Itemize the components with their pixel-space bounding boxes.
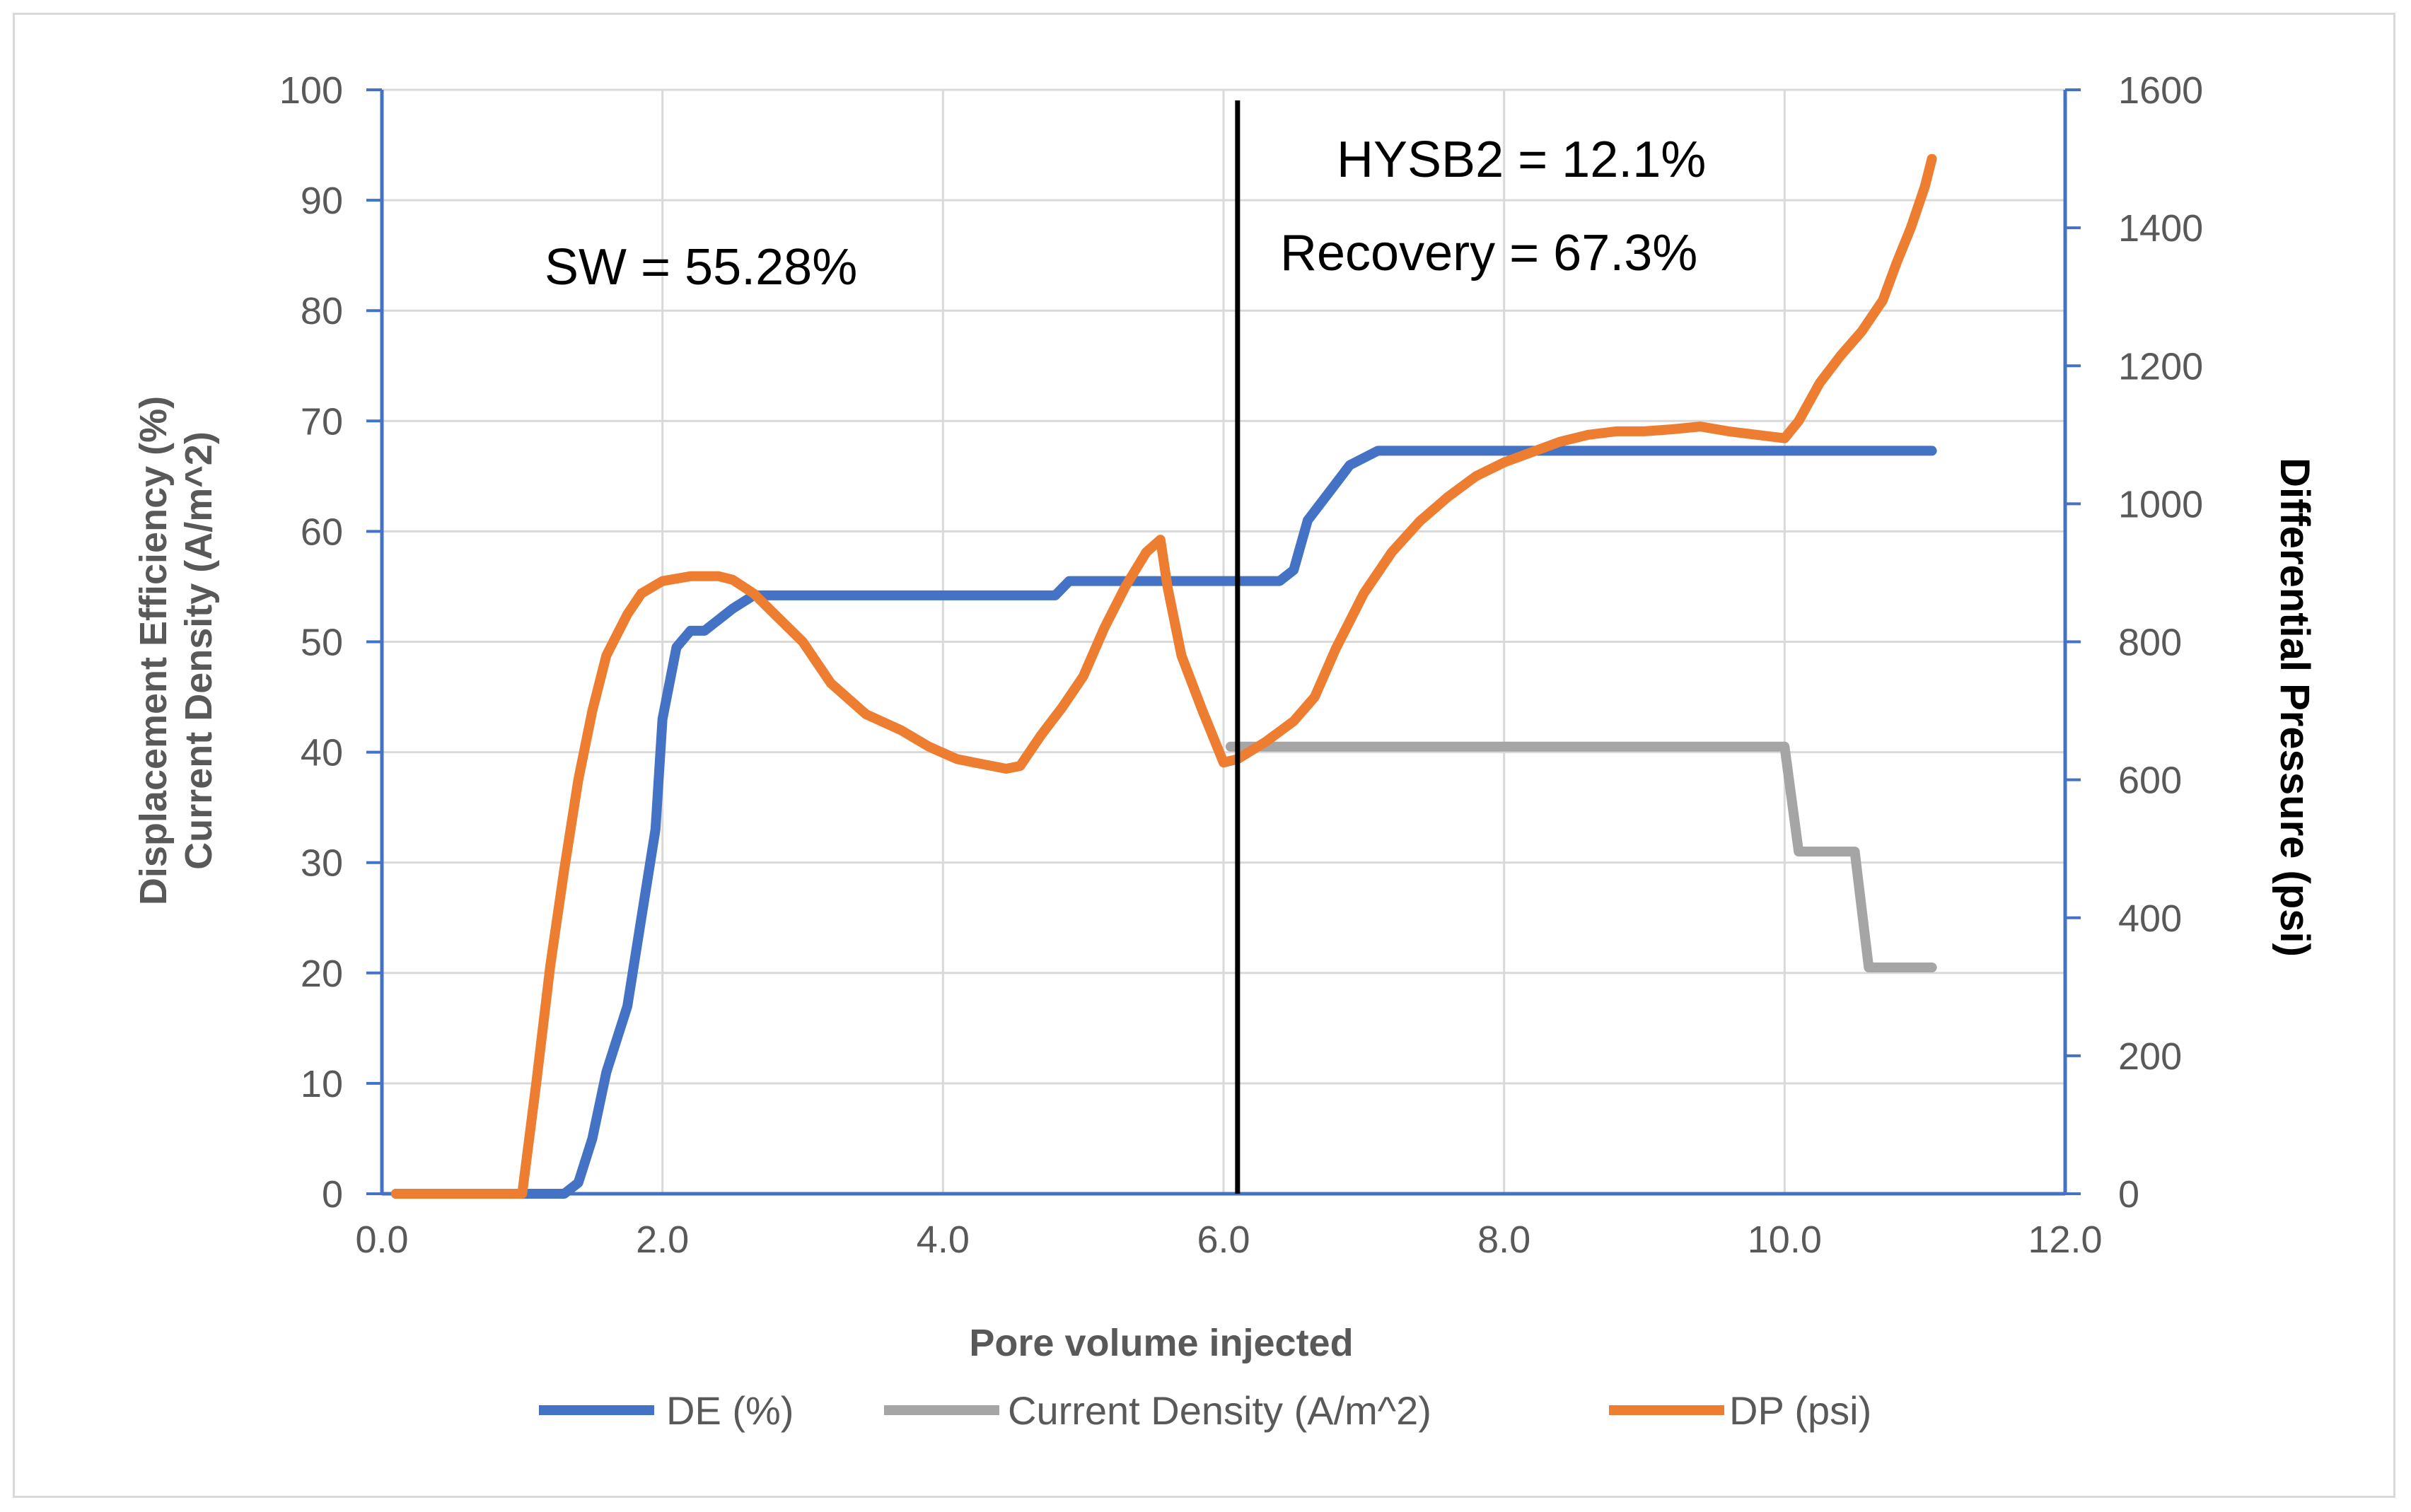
axes: 0 10 20 30 40 50 60 70 80 90 100 0.0 2.0 4.0 6.0 8.0 10.…: [279, 69, 2203, 1261]
y-right-tick-label: 0: [2118, 1173, 2139, 1216]
series-de-line: [390, 446, 1937, 1199]
legend-label-de: DE (%): [666, 1388, 794, 1433]
annotation-hysb2: HYSB2 = 12.1%: [1337, 132, 1706, 188]
legend-label-current-density: Current Density (A/m^2): [1008, 1388, 1431, 1433]
y-left-tick-label: 0: [322, 1173, 343, 1216]
x-tick-label: 8.0: [1477, 1219, 1530, 1261]
y-left-axis-title-line1: Displacement Efficiency (%): [132, 396, 175, 905]
y-right-tick-label: 800: [2118, 622, 2182, 664]
y-left-tick-label: 50: [301, 622, 343, 664]
y-left-tick-label: 30: [301, 842, 343, 885]
y-left-tick-label: 100: [279, 69, 343, 112]
y-right-tick-label: 600: [2118, 760, 2182, 802]
y-right-tick-label: 400: [2118, 897, 2182, 940]
legend-label-dp: DP (psi): [1729, 1388, 1871, 1433]
y-left-tick-label: 90: [301, 180, 343, 222]
series-current-density-line: [1225, 741, 1937, 972]
x-tick-label: 10.0: [1748, 1219, 1822, 1261]
y-left-tick-label: 10: [301, 1063, 343, 1105]
x-tick-label: 2.0: [636, 1219, 689, 1261]
y-right-axis-title-text: Differential Pressure (psi): [2272, 458, 2318, 957]
y-left-tick-label: 80: [301, 290, 343, 332]
series: [390, 153, 1937, 1199]
x-tick-label: 4.0: [917, 1219, 970, 1261]
x-tick-label: 6.0: [1197, 1219, 1250, 1261]
legend: DE (%) Current Density (A/m^2) DP (psi): [539, 1388, 1871, 1433]
y-left-tick-label: 70: [301, 400, 343, 443]
annotation-recovery: Recovery = 67.3%: [1280, 225, 1697, 281]
y-left-tick-label: 40: [301, 732, 343, 774]
y-right-tick-label: 1200: [2118, 345, 2203, 388]
y-left-tick-label: 60: [301, 511, 343, 553]
series-dp-line: [390, 153, 1937, 1199]
legend-item-de: DE (%): [539, 1388, 794, 1433]
y-right-tick-label: 1600: [2118, 69, 2203, 112]
annotation-sw: SW = 55.28%: [545, 239, 857, 296]
x-axis-title: Pore volume injected: [969, 1322, 1353, 1364]
y-right-tick-label: 200: [2118, 1035, 2182, 1078]
y-left-axis-title: Displacement Efficiency (%) Current Dens…: [132, 396, 220, 905]
gridlines: [382, 88, 2067, 1194]
y-right-axis-title: Differential Pressure (psi): [2272, 458, 2318, 957]
chart-frame: [13, 13, 2395, 1498]
y-left-axis-title-line2: Current Density (A/m^2): [178, 431, 220, 870]
x-tick-label: 12.0: [2028, 1219, 2102, 1261]
y-right-tick-label: 1000: [2118, 483, 2203, 525]
x-tick-label: 0.0: [355, 1219, 408, 1261]
y-left-tick-label: 20: [301, 953, 343, 995]
y-right-tick-label: 1400: [2118, 207, 2203, 250]
legend-item-current-density: Current Density (A/m^2): [884, 1388, 1431, 1433]
legend-item-dp: DP (psi): [1609, 1388, 1871, 1433]
